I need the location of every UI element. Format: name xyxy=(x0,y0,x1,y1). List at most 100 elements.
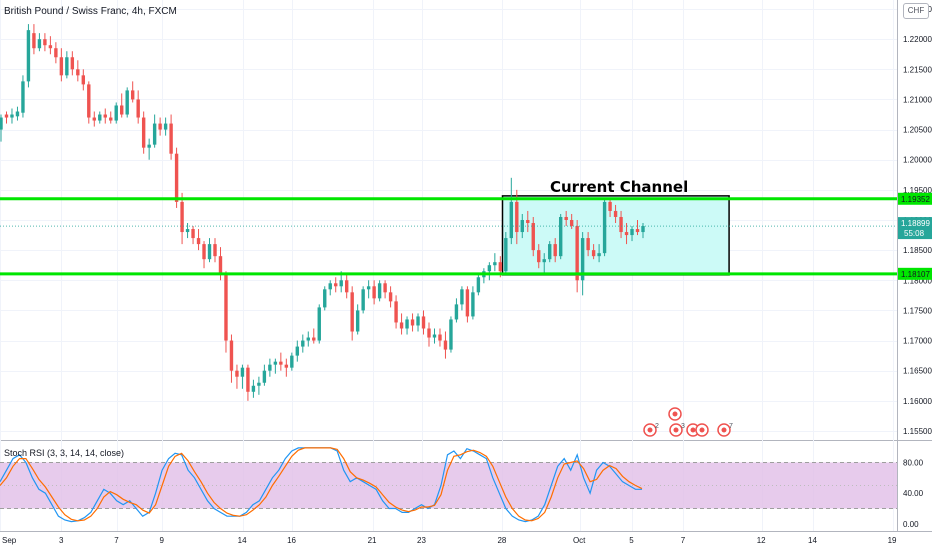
time-tick-label: 12 xyxy=(757,536,766,545)
candle-body xyxy=(21,81,25,113)
time-tick-label: 21 xyxy=(368,536,377,545)
candle-body xyxy=(185,229,190,233)
candle-body xyxy=(59,57,64,76)
candle-body xyxy=(460,289,464,305)
candle-body xyxy=(125,90,129,115)
candle-body xyxy=(548,244,552,260)
stoch-rsi-line-d xyxy=(0,447,643,522)
candle-body xyxy=(152,123,157,145)
stoch-rsi-tick-label: 80.00 xyxy=(903,458,924,467)
candle-body xyxy=(383,283,387,293)
candle-body xyxy=(569,220,574,227)
candle-body xyxy=(630,229,634,236)
event-marker-icon[interactable] xyxy=(668,407,682,421)
candle-body xyxy=(32,33,36,49)
candle-body xyxy=(207,244,212,260)
candle-body xyxy=(542,259,546,263)
candle-body xyxy=(635,229,640,233)
candle-body xyxy=(317,307,321,341)
candle-body xyxy=(410,319,415,326)
candle-body xyxy=(81,75,86,85)
candle-body xyxy=(114,105,118,121)
candle-body xyxy=(70,57,75,70)
event-marker-icon[interactable] xyxy=(695,423,709,437)
candle-body xyxy=(87,84,91,118)
candle-body xyxy=(10,114,14,118)
candle-body xyxy=(147,144,151,148)
candle-body xyxy=(43,39,47,46)
event-marker-count: 3 xyxy=(681,423,685,430)
indicator-title: Stoch RSI (3, 3, 14, 14, close) xyxy=(4,448,125,458)
candle-body xyxy=(526,220,530,224)
chart-title: British Pound / Swiss Franc, 4h, FXCM xyxy=(4,6,177,17)
candle-body xyxy=(591,250,596,257)
candle-body xyxy=(262,370,267,383)
candle-body xyxy=(575,226,579,281)
time-tick-label: 9 xyxy=(159,536,164,545)
candle-body xyxy=(405,319,409,329)
candle-body xyxy=(613,210,618,217)
level-price-label: 1.19352 xyxy=(901,195,930,204)
candle-body xyxy=(454,304,459,320)
candle-body xyxy=(493,262,497,266)
candle-body xyxy=(103,114,107,118)
candle-body xyxy=(564,216,568,220)
support-resistance-lines xyxy=(0,197,897,276)
currency-badge[interactable]: CHF xyxy=(903,3,929,19)
candle-body xyxy=(421,316,426,329)
event-marker-dot xyxy=(672,411,678,417)
event-marker-icon[interactable]: 3 xyxy=(669,423,685,437)
level-price-tag xyxy=(898,267,932,280)
candle-body xyxy=(432,334,437,338)
stoch-rsi-lines xyxy=(0,447,643,523)
time-tick-label: 16 xyxy=(287,536,296,545)
current-price-label: 1.18899 xyxy=(901,219,930,228)
channel-annotation: Current Channel xyxy=(550,178,689,196)
price-tick-label: 1.17000 xyxy=(903,337,932,346)
candle-body xyxy=(26,30,31,82)
candle-body xyxy=(174,153,179,202)
event-marker-dot xyxy=(721,427,727,433)
candle-body xyxy=(92,117,96,121)
time-tick-label: 14 xyxy=(238,536,247,545)
candle-body xyxy=(141,117,146,148)
countdown-label: 55:08 xyxy=(904,229,925,238)
time-tick-label: 3 xyxy=(59,536,64,545)
candle-body xyxy=(449,319,453,350)
candle-body xyxy=(443,340,448,350)
time-tick-label: 14 xyxy=(808,536,817,545)
candle-body xyxy=(109,117,113,121)
candle-body xyxy=(312,337,316,341)
candle-body xyxy=(196,238,201,245)
candle-body xyxy=(273,361,278,365)
candle-body xyxy=(465,289,470,317)
candle-body xyxy=(169,123,173,154)
candle-body xyxy=(48,45,53,49)
time-axis: Sep 3 7 9 14 16 21 23 28 Oct 5 7 12 14 19 xyxy=(2,536,897,545)
event-marker-icon[interactable]: 7 xyxy=(717,423,733,437)
candle-body xyxy=(487,265,492,272)
candle-body xyxy=(65,57,69,76)
candle-body xyxy=(37,39,42,49)
event-markers[interactable]: 2 3 7 xyxy=(643,407,733,437)
stoch-rsi-tick-label: 40.00 xyxy=(903,489,924,498)
stoch-rsi-tick-label: 0.00 xyxy=(903,520,919,529)
candle-body xyxy=(624,232,629,236)
candle-body xyxy=(240,367,245,377)
stoch-rsi-panel xyxy=(0,461,897,510)
candle-body xyxy=(641,226,645,233)
event-marker-count: 2 xyxy=(655,423,659,430)
candle-body xyxy=(438,334,442,341)
time-tick-label: 7 xyxy=(114,536,119,545)
candle-body xyxy=(350,292,354,332)
candle-body xyxy=(202,244,206,260)
candle-body xyxy=(504,238,508,272)
candle-body xyxy=(334,283,338,287)
candle-body xyxy=(361,289,365,311)
candle-body xyxy=(301,340,305,347)
candles-group xyxy=(0,24,645,401)
price-tick-label: 1.20000 xyxy=(903,156,932,165)
price-tick-label: 1.16000 xyxy=(903,397,932,406)
event-marker-icon[interactable]: 2 xyxy=(643,423,659,437)
